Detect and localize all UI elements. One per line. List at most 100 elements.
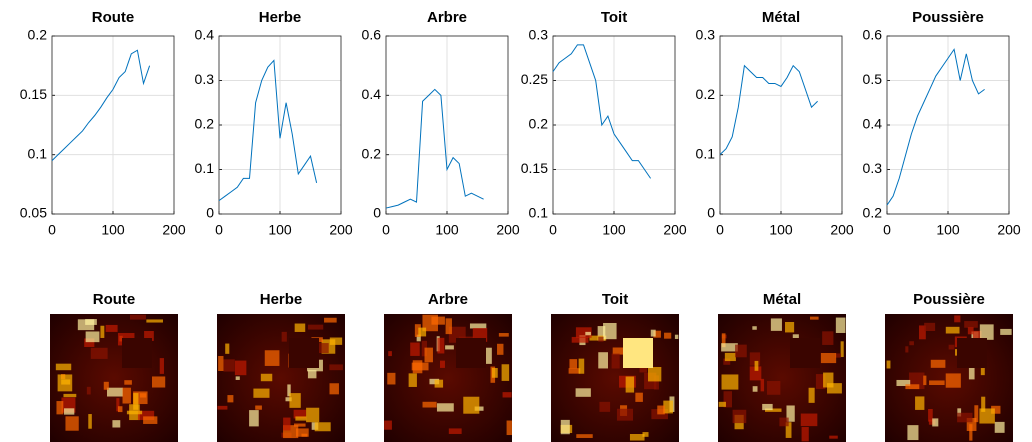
map-patch: [437, 337, 445, 354]
map-patch: [329, 364, 343, 371]
map-patch: [63, 393, 77, 398]
map-patch: [249, 410, 259, 427]
chart-title: Route: [92, 9, 135, 26]
map-patch: [969, 424, 973, 441]
map-patch: [973, 330, 982, 341]
map-patch: [612, 347, 626, 355]
map-patch: [227, 395, 234, 403]
map-patch: [144, 331, 154, 341]
map-patch: [506, 420, 512, 436]
map-patch: [260, 373, 273, 382]
map-patch: [663, 400, 673, 414]
abundance-map: [885, 314, 1013, 442]
y-tick-label: 0.3: [529, 27, 549, 43]
abundance-map: [50, 314, 178, 442]
map-patch: [918, 325, 926, 340]
y-tick-label: 0.1: [195, 160, 215, 176]
map-patch: [752, 386, 758, 392]
map-patch: [829, 435, 838, 439]
map-patch: [434, 379, 444, 388]
y-tick-label: 0.2: [362, 145, 382, 161]
map-patch: [329, 337, 343, 345]
spectrum-line: [552, 44, 652, 179]
map-patch: [569, 359, 578, 369]
map-patch: [723, 358, 731, 365]
y-tick-label: 0.4: [195, 27, 215, 43]
map-patch: [945, 373, 961, 388]
y-tick-label: 0: [373, 205, 381, 221]
map-patch: [296, 428, 309, 437]
map-patch: [721, 333, 726, 348]
map-patch: [568, 368, 581, 374]
map-patch: [122, 387, 131, 404]
map-title: Route: [93, 291, 136, 308]
map-patch: [808, 387, 815, 403]
map-patch: [800, 413, 818, 427]
map-patch: [896, 379, 911, 387]
map-patch: [754, 360, 759, 371]
map-patch: [253, 388, 270, 398]
map-patch: [126, 410, 143, 415]
map-patch: [106, 387, 123, 397]
map-patch: [133, 393, 139, 410]
map-patch: [785, 321, 795, 333]
map-patch: [422, 401, 437, 408]
map-title: Arbre: [428, 291, 468, 308]
map-patch: [218, 355, 224, 372]
map-patch: [497, 343, 504, 355]
map-patch: [64, 408, 75, 415]
map-patch: [597, 326, 606, 341]
map-patch: [56, 401, 64, 415]
map-patch: [930, 359, 946, 368]
map-patch: [635, 392, 643, 402]
abundance-map: [217, 314, 345, 442]
map-patch: [792, 334, 799, 342]
map-patch: [611, 353, 620, 369]
map-patch: [445, 318, 452, 335]
map-patch: [815, 374, 826, 389]
y-tick-label: 0.15: [20, 86, 47, 102]
map-patch: [463, 396, 480, 414]
map-patch: [928, 408, 933, 422]
map-patch: [648, 366, 662, 382]
map-patch: [957, 408, 962, 417]
map-patch: [439, 360, 445, 368]
map-patch: [598, 352, 608, 369]
map-patch: [116, 398, 120, 412]
map-patch: [283, 417, 291, 431]
map-patch: [152, 376, 166, 388]
map-patch: [948, 344, 955, 350]
map-patch: [329, 383, 339, 395]
map-title: Herbe: [260, 291, 303, 308]
map-patch: [801, 427, 809, 442]
map-patch: [979, 324, 994, 340]
map-patch: [287, 384, 291, 397]
x-tick-label: 200: [162, 222, 186, 238]
y-tick-label: 0.05: [20, 205, 47, 221]
map-patch: [664, 332, 672, 339]
map-patch: [217, 405, 228, 410]
map-patch: [929, 380, 945, 385]
axes-box: [385, 35, 509, 215]
map-patch: [785, 422, 792, 438]
spectrum-line: [218, 59, 318, 202]
map-patch: [932, 418, 939, 427]
x-tick-label: 200: [496, 222, 520, 238]
map-patch: [235, 376, 240, 380]
map-patch: [639, 364, 648, 373]
map-patch: [103, 381, 109, 390]
map-patch: [979, 408, 995, 424]
map-patch: [223, 359, 235, 372]
y-tick-label: 0: [206, 205, 214, 221]
map-patch: [578, 358, 585, 374]
y-tick-label: 0.15: [521, 160, 548, 176]
y-tick-label: 0.3: [195, 71, 215, 87]
map-patch: [752, 326, 757, 330]
abundance-map: [384, 314, 512, 442]
map-block: [456, 338, 486, 368]
map-patch: [159, 358, 164, 374]
map-patch: [384, 420, 392, 430]
map-patch: [924, 322, 936, 332]
x-tick-label: 0: [883, 222, 891, 238]
map-patch: [915, 396, 925, 410]
